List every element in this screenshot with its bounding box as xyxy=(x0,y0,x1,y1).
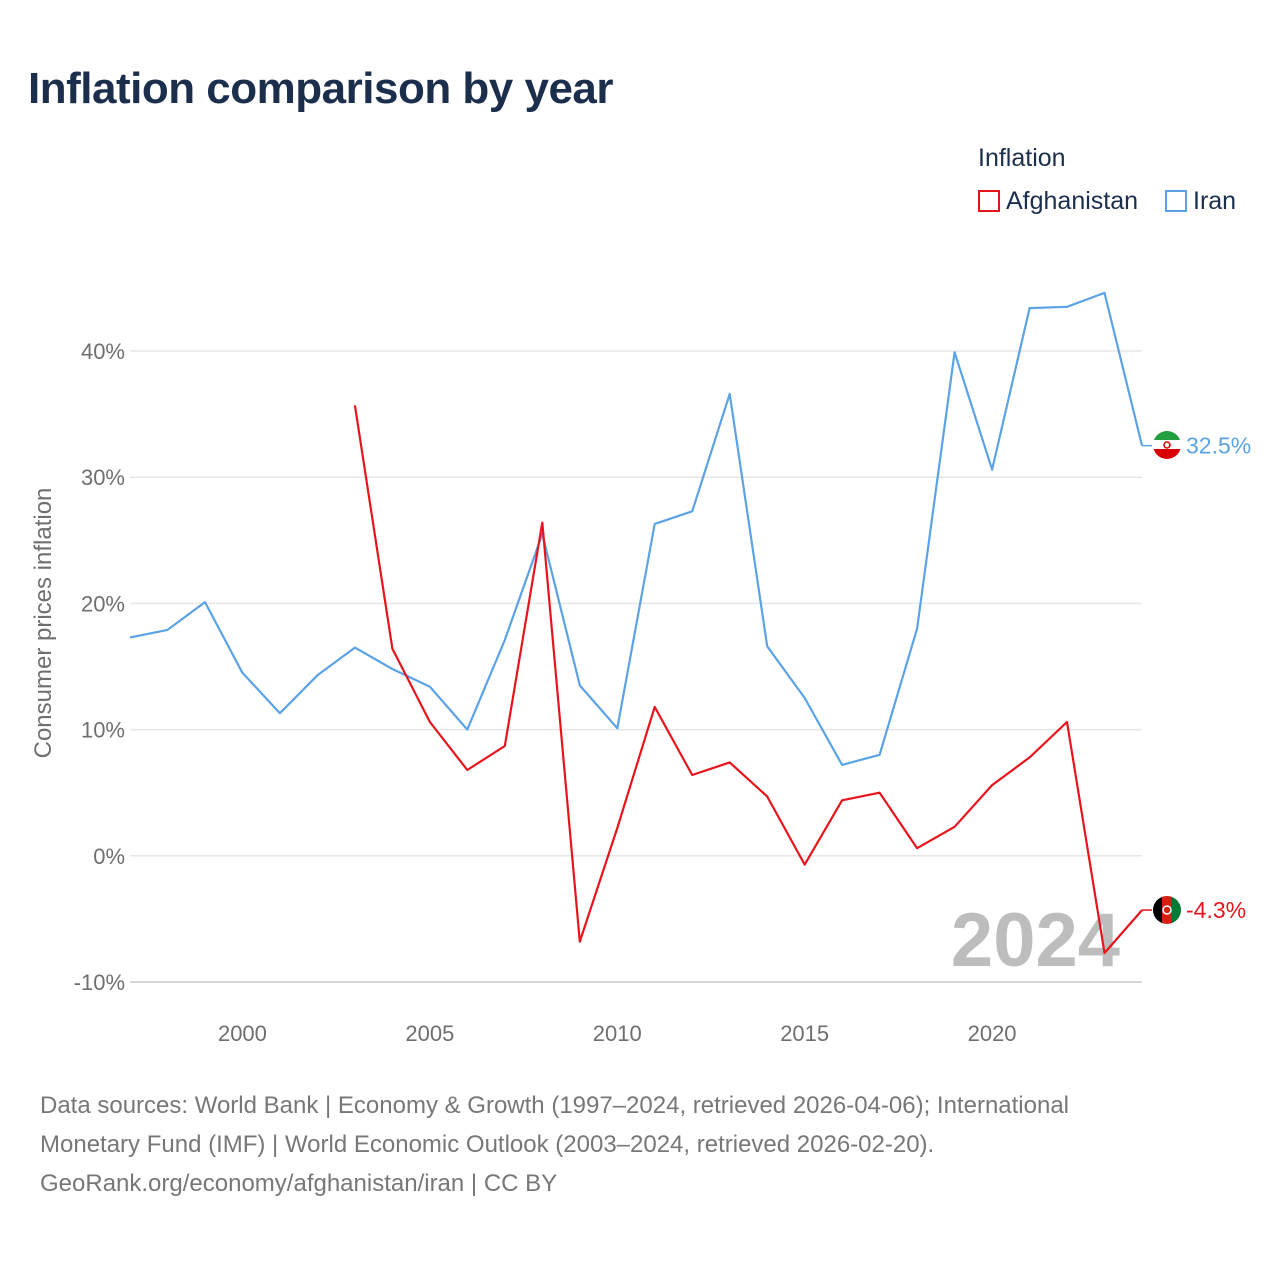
legend-item-afghanistan[interactable]: Afghanistan xyxy=(978,186,1138,216)
sources-line-2: Monetary Fund (IMF) | World Economic Out… xyxy=(40,1131,935,1158)
y-tick-label: 0% xyxy=(93,844,125,869)
y-tick-label: 40% xyxy=(81,339,125,364)
sources-line-1: Data sources: World Bank | Economy & Gro… xyxy=(40,1092,1070,1119)
legend-swatch-afghanistan xyxy=(978,190,1000,212)
year-watermark: 2024 xyxy=(951,898,1120,983)
x-tick-label: 2005 xyxy=(405,1021,454,1046)
x-tick-label: 2000 xyxy=(218,1021,267,1046)
x-tick-label: 2020 xyxy=(968,1021,1017,1046)
iran-flag-icon xyxy=(1153,431,1181,459)
gridlines xyxy=(130,350,1142,983)
afghanistan-flag-icon xyxy=(1153,896,1181,924)
series-line-iran[interactable] xyxy=(129,291,1144,767)
end-value-label-iran: 32.5% xyxy=(1186,433,1251,459)
legend-item-iran[interactable]: Iran xyxy=(1165,186,1236,216)
sources-line-3: GeoRank.org/economy/afghanistan/iran | C… xyxy=(40,1170,558,1197)
series-lines xyxy=(129,291,1144,955)
data-sources: Data sources: World Bank | Economy & Gro… xyxy=(40,1086,1240,1203)
y-tick-label: 20% xyxy=(81,591,125,616)
y-tick-label: -10% xyxy=(74,970,125,995)
series-line-afghanistan[interactable] xyxy=(353,405,1143,955)
legend-label-afghanistan: Afghanistan xyxy=(1006,186,1139,215)
y-tick-label: 10% xyxy=(81,718,125,743)
end-value-label-afghanistan: -4.3% xyxy=(1186,897,1246,923)
legend-label-iran: Iran xyxy=(1193,186,1237,215)
y-axis-label: Consumer prices inflation xyxy=(30,488,57,759)
legend-title: Inflation xyxy=(978,144,1066,172)
end-markers: 32.5% -4.3% xyxy=(1142,431,1251,924)
chart-title: Inflation comparison by year xyxy=(28,64,614,113)
axis-ticks: -10% 0% 10% 20% 30% 40% 2000 2005 2010 2015 2020 xyxy=(74,339,1017,1046)
line-chart: -10% 0% 10% 20% 30% 40% 2000 2005 2010 2015 2020 2… xyxy=(30,291,1251,1046)
legend-swatch-iran xyxy=(1165,190,1187,212)
y-tick-label: 30% xyxy=(81,465,125,490)
x-tick-label: 2015 xyxy=(780,1021,829,1046)
x-tick-label: 2010 xyxy=(593,1021,642,1046)
